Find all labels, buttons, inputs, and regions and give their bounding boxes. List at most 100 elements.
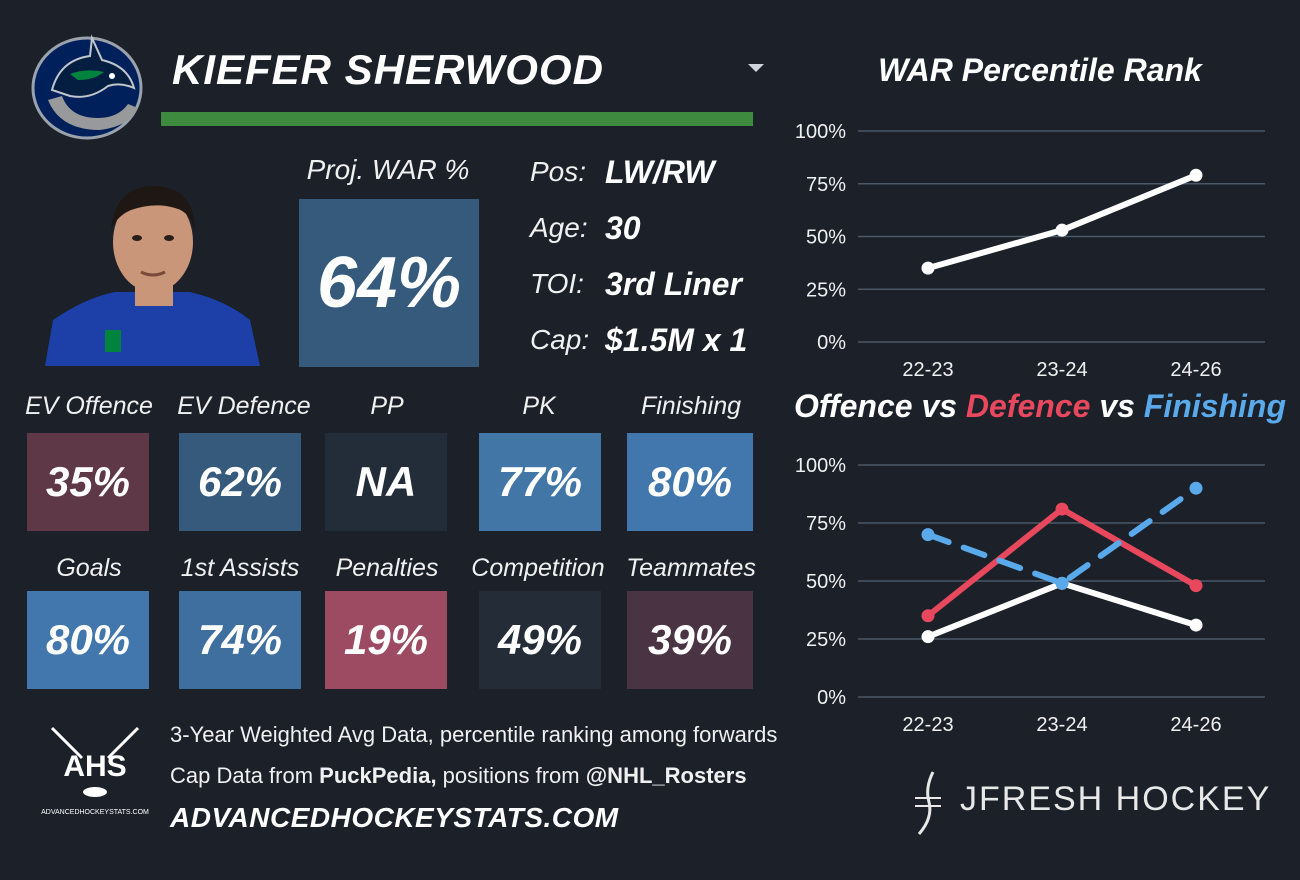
footer-note-sources: Cap Data from PuckPedia, positions from … bbox=[170, 763, 747, 789]
data-point bbox=[921, 630, 935, 644]
tile-value: 39% bbox=[647, 616, 733, 663]
tile-label-competition: Competition bbox=[471, 554, 605, 582]
info-value: $1.5M x 1 bbox=[605, 321, 748, 358]
data-point bbox=[921, 609, 935, 623]
tile-goals: 80% bbox=[27, 591, 149, 689]
data-point bbox=[1055, 576, 1069, 590]
y-tick-label: 100% bbox=[795, 455, 846, 477]
x-tick-label: 22-23 bbox=[902, 359, 953, 381]
tile-value: 74% bbox=[197, 616, 283, 663]
data-point bbox=[921, 261, 935, 275]
data-point bbox=[921, 528, 935, 542]
footer-nhl-rosters: @NHL_Rosters bbox=[585, 763, 747, 788]
tile-1st-assists: 74% bbox=[179, 591, 301, 689]
brand-name: JFRESH HOCKEY bbox=[960, 780, 1272, 818]
tile-label-goals: Goals bbox=[56, 554, 122, 582]
x-tick-label: 23-24 bbox=[1036, 714, 1087, 736]
war-percentile-chart: 0% 25% 50% 75% 100% 22-23 23-24 24-26 bbox=[795, 121, 1265, 381]
y-tick-label: 25% bbox=[806, 629, 846, 651]
y-tick-label: 75% bbox=[806, 174, 846, 196]
tile-label-pp: PP bbox=[370, 392, 404, 420]
footer-puckpedia: PuckPedia, bbox=[319, 763, 437, 788]
tile-value: 80% bbox=[45, 616, 131, 663]
tile-label-ev-defence: EV Defence bbox=[177, 392, 311, 420]
tile-value: NA bbox=[355, 458, 417, 505]
tile-ev-offence: 35% bbox=[27, 433, 149, 531]
tile-value: 62% bbox=[197, 458, 283, 505]
series-line-1 bbox=[925, 506, 1199, 619]
player-photo bbox=[45, 186, 260, 366]
team-logo bbox=[31, 34, 143, 140]
info-row-toi: TOI: 3rd Liner bbox=[530, 264, 790, 304]
jfresh-logo-icon bbox=[915, 771, 941, 835]
tile-value: 80% bbox=[647, 458, 733, 505]
tile-value: 49% bbox=[497, 616, 583, 663]
y-tick-label: 75% bbox=[806, 513, 846, 535]
proj-war-value: 64% bbox=[316, 243, 462, 323]
footer-mid: positions from bbox=[436, 763, 586, 788]
info-key: Pos: bbox=[530, 156, 587, 187]
x-tick-label: 24-26 bbox=[1170, 359, 1221, 381]
y-tick-label: 0% bbox=[817, 332, 846, 354]
info-row-cap: Cap: $1.5M x 1 bbox=[530, 320, 790, 360]
title-part-vs2: vs bbox=[1090, 388, 1144, 424]
chart-title-comparison: Offence vs Defence vs Finishing bbox=[780, 388, 1300, 425]
info-key: Cap: bbox=[530, 324, 590, 355]
y-tick-label: 50% bbox=[806, 227, 846, 249]
tile-label-penalties: Penalties bbox=[335, 554, 439, 582]
title-part-defence: Defence bbox=[965, 388, 1091, 424]
footer-prefix: Cap Data from bbox=[170, 763, 320, 788]
player-name: KIEFER SHERWOOD bbox=[172, 46, 604, 93]
x-tick-label: 22-23 bbox=[902, 714, 953, 736]
y-tick-label: 100% bbox=[795, 121, 846, 143]
series-line-0 bbox=[925, 580, 1199, 640]
info-row-pos: Pos: LW/RW bbox=[530, 152, 790, 192]
info-value: 30 bbox=[605, 209, 641, 246]
proj-war-box: 64% bbox=[299, 199, 479, 367]
chart-title-war: WAR Percentile Rank bbox=[878, 52, 1202, 88]
footer-note-data: 3-Year Weighted Avg Data, percentile ran… bbox=[170, 722, 778, 747]
info-value: LW/RW bbox=[605, 153, 715, 190]
tile-pp: NA bbox=[325, 433, 447, 531]
data-point bbox=[1189, 618, 1203, 632]
y-tick-label: 25% bbox=[806, 279, 846, 301]
proj-war-label: Proj. WAR % bbox=[306, 154, 470, 185]
tile-pk: 77% bbox=[479, 433, 601, 531]
data-point bbox=[1189, 168, 1203, 182]
y-tick-label: 0% bbox=[817, 687, 846, 709]
series-line-0 bbox=[925, 172, 1199, 272]
y-tick-label: 50% bbox=[806, 571, 846, 593]
tile-value: 77% bbox=[497, 458, 583, 505]
ahs-logo-small-text: ADVANCEDHOCKEYSTATS.COM bbox=[41, 809, 149, 816]
info-key: TOI: bbox=[530, 268, 584, 299]
tile-competition: 49% bbox=[479, 591, 601, 689]
tile-label-finishing: Finishing bbox=[640, 392, 742, 420]
ahs-logo-text: AHS bbox=[63, 750, 126, 783]
data-point bbox=[1055, 502, 1069, 516]
tile-label-1st-assists: 1st Assists bbox=[180, 554, 300, 582]
tile-label-pk: PK bbox=[522, 392, 556, 420]
data-point bbox=[1189, 579, 1203, 593]
title-part-finishing: Finishing bbox=[1143, 388, 1286, 424]
offence-defence-finishing-chart: 0% 25% 50% 75% 100% 22-23 23-24 24-26 bbox=[795, 455, 1265, 736]
team-color-bar bbox=[161, 112, 753, 126]
tile-label-ev-offence: EV Offence bbox=[25, 392, 153, 420]
ahs-logo: AHS ADVANCEDHOCKEYSTATS.COM bbox=[41, 726, 149, 816]
tile-teammates: 39% bbox=[627, 591, 753, 689]
info-value: 3rd Liner bbox=[605, 265, 742, 302]
x-tick-label: 24-26 bbox=[1170, 714, 1221, 736]
series-line-2 bbox=[925, 485, 1199, 587]
tile-value: 19% bbox=[343, 616, 429, 663]
tile-value: 35% bbox=[45, 458, 131, 505]
tile-penalties: 19% bbox=[325, 591, 447, 689]
tile-ev-defence: 62% bbox=[179, 433, 301, 531]
title-part-vs1: vs bbox=[912, 388, 966, 424]
player-select-dropdown-icon[interactable] bbox=[748, 64, 764, 72]
data-point bbox=[1189, 481, 1203, 495]
tile-finishing: 80% bbox=[627, 433, 753, 531]
info-key: Age: bbox=[530, 212, 588, 243]
title-part-offence: Offence bbox=[793, 388, 913, 424]
tile-label-teammates: Teammates bbox=[626, 554, 756, 582]
site-link[interactable]: ADVANCEDHOCKEYSTATS.COM bbox=[170, 802, 619, 833]
x-tick-label: 23-24 bbox=[1036, 359, 1087, 381]
